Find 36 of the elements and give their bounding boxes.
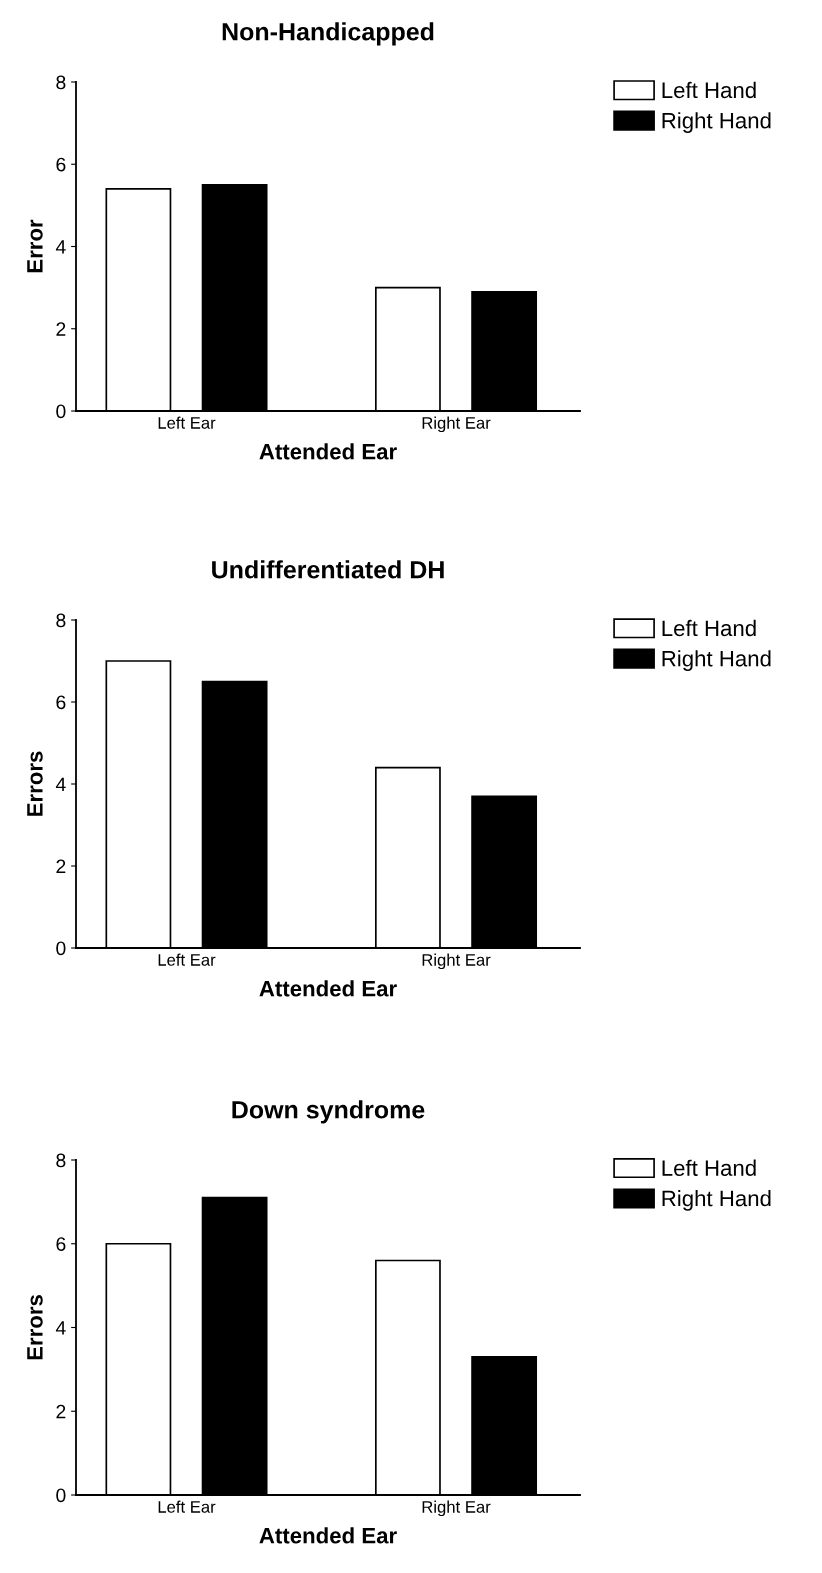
legend-label: Left Hand <box>662 1159 756 1176</box>
y-tick-label: 8 <box>56 613 66 628</box>
y-tick-label: 6 <box>56 1237 66 1251</box>
y-axis-title: Errors <box>27 751 43 816</box>
y-tick-label: 6 <box>56 157 66 172</box>
y-tick-label: 6 <box>56 695 66 710</box>
y-axis-title: Errors <box>27 1295 43 1360</box>
x-axis-title: Attended Ear <box>259 1527 397 1544</box>
y-tick-label: 8 <box>56 1153 66 1168</box>
x-tick-label: Left Ear <box>158 953 216 966</box>
legend-label: Right Hand <box>662 112 771 133</box>
y-tick-label: 2 <box>56 322 66 336</box>
y-tick-label: 4 <box>55 240 66 254</box>
chart-title: Down syndrome <box>232 1100 425 1124</box>
x-tick-label: Right Ear <box>422 1500 491 1517</box>
y-tick-label: 2 <box>56 859 66 874</box>
legend-label: Left Hand <box>662 619 756 637</box>
y-tick-label: 4 <box>55 1321 66 1335</box>
y-tick-label: 0 <box>56 941 66 956</box>
x-axis-title: Attended Ear <box>259 980 397 997</box>
x-tick-label: Left Ear <box>158 1500 216 1513</box>
x-tick-label: Right Ear <box>422 416 491 433</box>
chart-title: Undifferentiated DH <box>212 560 444 579</box>
y-tick-label: 8 <box>56 75 66 90</box>
y-tick-label: 4 <box>55 777 66 792</box>
y-tick-label: 2 <box>56 1404 66 1419</box>
legend-label: Left Hand <box>662 81 756 99</box>
legend-label: Right Hand <box>662 650 771 671</box>
x-axis-title: Attended Ear <box>259 443 397 460</box>
legend-label: Right Hand <box>662 1190 771 1211</box>
x-tick-label: Right Ear <box>422 953 491 970</box>
x-tick-label: Left Ear <box>158 416 216 429</box>
chart-title: Non-Handicapped <box>222 22 434 46</box>
y-tick-label: 0 <box>56 404 66 419</box>
y-axis-title: Error <box>27 219 43 273</box>
y-tick-label: 0 <box>56 1488 66 1503</box>
